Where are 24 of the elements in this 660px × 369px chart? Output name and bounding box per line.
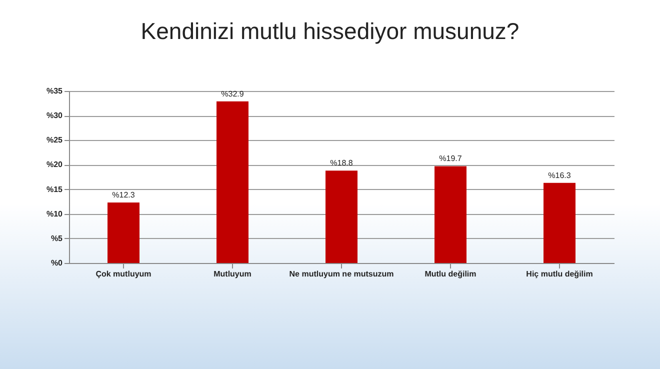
y-tick-label: %15 <box>46 184 64 194</box>
y-tick-label: %20 <box>46 160 64 170</box>
bar <box>326 170 358 263</box>
data-label: %32.9 <box>221 89 244 98</box>
x-tick-label: Hiç mutlu değilim <box>526 270 593 278</box>
y-tick-label: %35 <box>46 86 64 96</box>
y-tick-label: %5 <box>50 234 64 243</box>
x-tick-label: Çok mutluyum <box>96 270 152 278</box>
bar <box>544 182 576 263</box>
data-label: %12.3 <box>112 190 136 200</box>
bar <box>108 202 140 263</box>
y-tick-label: %10 <box>46 209 64 218</box>
y-tick-label: %0 <box>50 258 64 268</box>
y-tick-label: %30 <box>46 111 64 120</box>
bar <box>434 166 466 263</box>
chart-title: Kendinizi mutlu hissediyor musunuz? <box>140 18 520 45</box>
x-tick-label: Mutluyum <box>214 270 252 278</box>
data-label: %19.7 <box>439 154 462 164</box>
x-tick-label: Mutlu değilim <box>424 270 476 278</box>
data-label: %16.3 <box>548 170 572 180</box>
x-tick-label: Ne mutluyum ne mutsuzum <box>289 270 394 278</box>
y-tick-label: %25 <box>46 136 64 145</box>
bar <box>216 101 248 263</box>
data-label: %18.8 <box>330 158 354 168</box>
